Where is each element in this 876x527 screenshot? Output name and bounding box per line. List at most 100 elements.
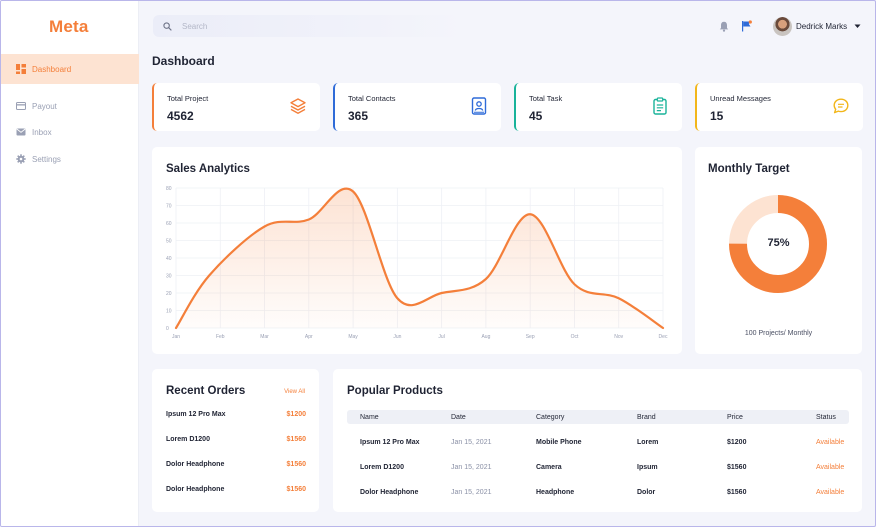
product-category: Mobile Phone <box>536 439 582 446</box>
order-price: $1560 <box>286 436 306 443</box>
column-header-price[interactable]: Price <box>727 414 743 421</box>
sidebar-item-inbox[interactable]: Inbox <box>1 117 139 147</box>
column-header-name[interactable]: Name <box>360 414 379 421</box>
x-tick-label: Apr <box>305 334 313 340</box>
search-input[interactable] <box>182 21 442 31</box>
product-status: Available <box>816 489 845 496</box>
order-name: Lorem D1200 <box>166 436 210 443</box>
product-price: $1560 <box>727 489 747 496</box>
layers-icon <box>290 98 306 114</box>
table-row[interactable]: Ipsum 12 Pro Max Jan 15, 2021 Mobile Pho… <box>347 439 849 451</box>
stat-label: Unread Messages <box>710 94 771 103</box>
product-date: Jan 15, 2021 <box>451 489 492 496</box>
monthly-target-card: Monthly Target 75% 100 Projects/ Monthly <box>695 147 862 354</box>
order-name: Ipsum 12 Pro Max <box>166 411 226 418</box>
sales-line <box>174 187 665 330</box>
column-header-brand[interactable]: Brand <box>637 414 656 421</box>
app-logo[interactable]: Meta <box>49 17 89 36</box>
notification-bell-icon[interactable] <box>719 21 729 32</box>
column-header-date[interactable]: Date <box>451 414 466 421</box>
stat-card-total-task[interactable]: Total Task 45 <box>514 83 682 131</box>
x-tick-label: Feb <box>216 334 225 340</box>
order-price: $1560 <box>286 486 306 493</box>
flag-icon[interactable] <box>741 20 752 32</box>
x-tick-label: Jan <box>172 334 180 340</box>
clipboard-icon <box>653 97 667 115</box>
x-tick-label: May <box>348 334 358 340</box>
top-bar: Dedrick Marks <box>139 1 875 51</box>
sidebar-item-dashboard[interactable]: Dashboard <box>1 54 139 84</box>
gear-icon <box>16 154 26 164</box>
list-item[interactable]: Dolor Headphone $1560 <box>166 461 306 473</box>
list-item[interactable]: Ipsum 12 Pro Max $1200 <box>166 411 306 423</box>
chat-icon <box>833 98 849 114</box>
sales-line-chart: 0 10 20 30 40 50 60 70 80 Jan Feb Mar Apr May Jun Jul A… <box>166 186 668 340</box>
popular-products-title: Popular Products <box>347 385 443 397</box>
stat-value: 365 <box>348 109 369 123</box>
sales-area-fill <box>176 188 663 328</box>
target-caption: 100 Projects/ Monthly <box>744 330 813 337</box>
products-table-header: Name Date Category Brand Price Status <box>347 410 849 424</box>
recent-orders-title: Recent Orders <box>166 385 246 397</box>
search-icon <box>163 21 172 31</box>
list-item[interactable]: Lorem D1200 $1560 <box>166 436 306 448</box>
popular-products-card: Popular Products Name Date Category Bran… <box>333 369 862 512</box>
sales-analytics-card: Sales Analytics 0 10 20 30 40 50 60 70 80 Jan Feb… <box>152 147 682 354</box>
stat-card-total-project[interactable]: Total Project 4562 <box>152 83 320 131</box>
search-bar[interactable] <box>153 15 465 37</box>
column-header-status[interactable]: Status <box>816 414 836 421</box>
sidebar-item-label: Inbox <box>32 127 52 137</box>
sidebar: Meta Dashboard Payout Inbox Settings <box>1 1 139 526</box>
product-category: Headphone <box>536 489 575 496</box>
mail-icon <box>16 127 26 137</box>
product-name: Lorem D1200 <box>360 464 404 471</box>
product-status: Available <box>816 464 845 471</box>
product-price: $1560 <box>727 464 747 471</box>
sidebar-item-label: Settings <box>32 154 61 164</box>
product-date: Jan 15, 2021 <box>451 439 492 446</box>
dashboard-icon <box>16 64 26 74</box>
product-brand: Lorem <box>637 439 659 446</box>
target-percent: 75% <box>767 237 790 249</box>
order-name: Dolor Headphone <box>166 486 225 493</box>
recent-orders-card: Recent Orders View All Ipsum 12 Pro Max … <box>152 369 319 512</box>
sidebar-item-settings[interactable]: Settings <box>1 144 139 174</box>
avatar[interactable] <box>773 17 792 36</box>
stat-card-unread-messages[interactable]: Unread Messages 15 <box>695 83 863 131</box>
x-tick-label: Jun <box>393 334 401 340</box>
stat-label: Total Contacts <box>348 94 396 103</box>
product-brand: Ipsum <box>637 464 658 471</box>
y-tick-label: 80 <box>166 186 172 192</box>
stat-value: 15 <box>710 109 724 123</box>
y-tick-label: 40 <box>166 256 172 262</box>
user-name[interactable]: Dedrick Marks <box>796 22 848 31</box>
table-row[interactable]: Lorem D1200 Jan 15, 2021 Camera Ipsum $1… <box>347 464 849 476</box>
chevron-down-icon[interactable] <box>854 24 861 29</box>
target-donut-chart <box>729 195 827 293</box>
order-price: $1200 <box>286 411 306 418</box>
stat-label: Total Task <box>529 94 563 103</box>
table-row[interactable]: Dolor Headphone Jan 15, 2021 Headphone D… <box>347 489 849 501</box>
stat-label: Total Project <box>167 94 209 103</box>
x-tick-label: Nov <box>614 334 623 340</box>
y-tick-label: 70 <box>166 203 172 209</box>
product-date: Jan 15, 2021 <box>451 464 492 471</box>
target-progress-arc <box>729 195 827 293</box>
page-title: Dashboard <box>152 54 215 68</box>
column-header-category[interactable]: Category <box>536 414 565 421</box>
product-price: $1200 <box>727 439 747 446</box>
view-all-link[interactable]: View All <box>284 389 305 395</box>
y-tick-label: 10 <box>166 308 172 314</box>
stat-card-total-contacts[interactable]: Total Contacts 365 <box>333 83 501 131</box>
monthly-target-title: Monthly Target <box>708 163 790 175</box>
y-tick-label: 60 <box>166 221 172 227</box>
x-tick-label: Aug <box>481 334 490 340</box>
sales-analytics-title: Sales Analytics <box>166 163 250 175</box>
stat-value: 45 <box>529 109 543 123</box>
list-item[interactable]: Dolor Headphone $1560 <box>166 486 306 498</box>
x-tick-label: Jul <box>438 334 444 340</box>
sidebar-item-payout[interactable]: Payout <box>1 91 139 121</box>
product-name: Dolor Headphone <box>360 489 419 496</box>
y-tick-label: 30 <box>166 273 172 279</box>
